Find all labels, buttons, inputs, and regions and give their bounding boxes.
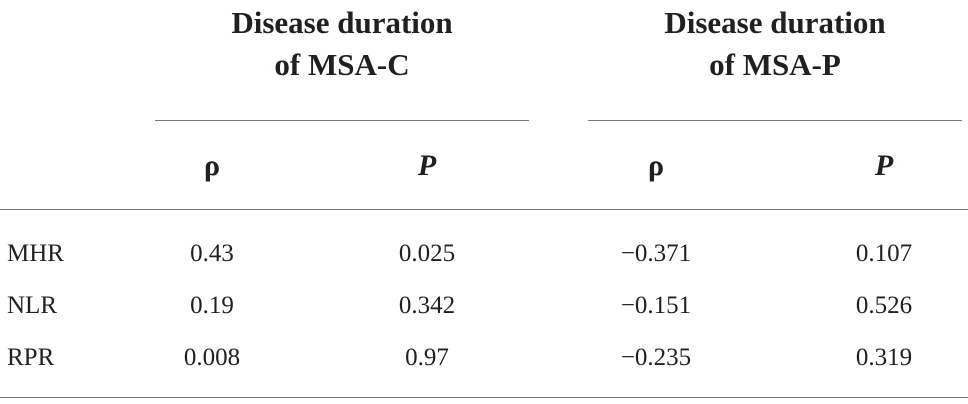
table-cell: 0.19 bbox=[190, 292, 234, 319]
group-divider-msa-c bbox=[155, 120, 529, 121]
table-cell: −0.371 bbox=[620, 240, 692, 267]
table-cell: 0.342 bbox=[398, 292, 456, 319]
group-header-line: Disease duration bbox=[231, 5, 453, 40]
column-header-rho-msa-p: ρ bbox=[647, 149, 665, 182]
table-cell: 0.319 bbox=[855, 344, 913, 371]
table-row: MHR 0.43 0.025 −0.371 0.107 bbox=[0, 234, 968, 274]
table-cell: 0.97 bbox=[405, 344, 449, 371]
group-header-msa-c: Disease duration of MSA-C bbox=[155, 2, 529, 86]
column-header-p-msa-p: P bbox=[874, 149, 894, 182]
table-row: RPR 0.008 0.97 −0.235 0.319 bbox=[0, 338, 968, 378]
column-header-p-msa-c: P bbox=[417, 149, 437, 182]
table-cell: −0.151 bbox=[620, 292, 692, 319]
bottom-divider bbox=[0, 397, 968, 398]
group-divider-msa-p bbox=[588, 120, 962, 121]
row-label: RPR bbox=[7, 344, 55, 371]
group-header-line: of MSA-P bbox=[709, 47, 841, 82]
table-cell: 0.526 bbox=[855, 292, 913, 319]
table-cell: 0.43 bbox=[190, 240, 234, 267]
group-header-line: of MSA-C bbox=[274, 47, 410, 82]
group-header-msa-p: Disease duration of MSA-P bbox=[588, 2, 962, 86]
table-cell: 0.008 bbox=[183, 344, 241, 371]
table-cell: 0.025 bbox=[398, 240, 456, 267]
table-cell: −0.235 bbox=[620, 344, 692, 371]
column-header-rho-msa-c: ρ bbox=[203, 149, 221, 182]
header-divider bbox=[0, 209, 968, 210]
row-label: NLR bbox=[7, 292, 57, 319]
table-row: NLR 0.19 0.342 −0.151 0.526 bbox=[0, 286, 968, 326]
row-label: MHR bbox=[7, 240, 64, 267]
group-header-line: Disease duration bbox=[664, 5, 886, 40]
table-cell: 0.107 bbox=[855, 240, 913, 267]
